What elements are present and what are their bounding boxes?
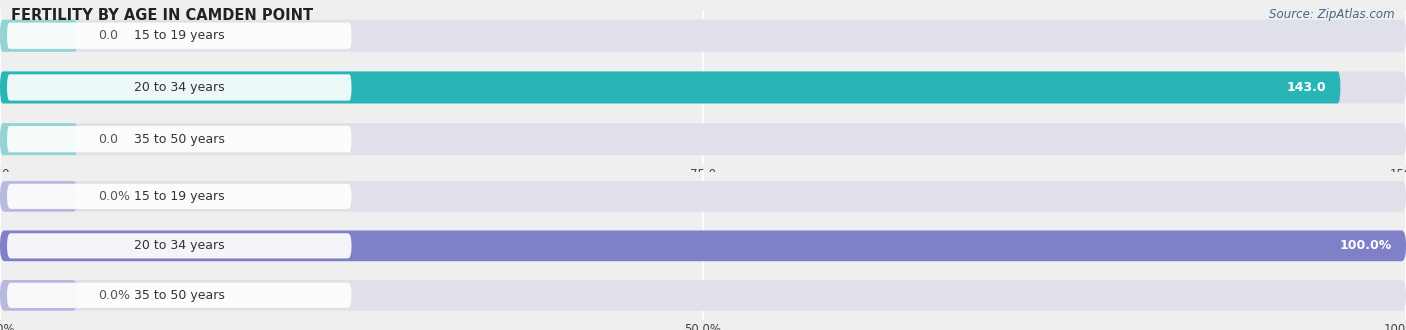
FancyBboxPatch shape [7,283,351,308]
FancyBboxPatch shape [7,126,351,152]
FancyBboxPatch shape [7,23,351,49]
FancyBboxPatch shape [0,123,1406,155]
FancyBboxPatch shape [0,181,77,212]
Text: 35 to 50 years: 35 to 50 years [134,133,225,146]
FancyBboxPatch shape [7,184,351,209]
Text: 0.0%: 0.0% [98,190,131,203]
Text: 100.0%: 100.0% [1340,239,1392,252]
FancyBboxPatch shape [0,181,1406,212]
FancyBboxPatch shape [0,71,1406,104]
FancyBboxPatch shape [0,230,1406,261]
Text: 0.0: 0.0 [98,29,118,42]
Text: 15 to 19 years: 15 to 19 years [134,190,225,203]
Text: FERTILITY BY AGE IN CAMDEN POINT: FERTILITY BY AGE IN CAMDEN POINT [11,8,314,23]
Text: 20 to 34 years: 20 to 34 years [134,239,225,252]
FancyBboxPatch shape [0,20,1406,52]
FancyBboxPatch shape [0,20,77,52]
FancyBboxPatch shape [0,71,1340,104]
FancyBboxPatch shape [0,280,77,311]
Text: 20 to 34 years: 20 to 34 years [134,81,225,94]
FancyBboxPatch shape [7,233,351,258]
FancyBboxPatch shape [7,74,351,101]
Text: 0.0%: 0.0% [98,289,131,302]
Text: 35 to 50 years: 35 to 50 years [134,289,225,302]
Text: Source: ZipAtlas.com: Source: ZipAtlas.com [1270,8,1395,21]
FancyBboxPatch shape [0,230,1406,261]
FancyBboxPatch shape [0,280,1406,311]
Text: 143.0: 143.0 [1286,81,1326,94]
FancyBboxPatch shape [0,123,77,155]
Text: 0.0: 0.0 [98,133,118,146]
Text: 15 to 19 years: 15 to 19 years [134,29,225,42]
